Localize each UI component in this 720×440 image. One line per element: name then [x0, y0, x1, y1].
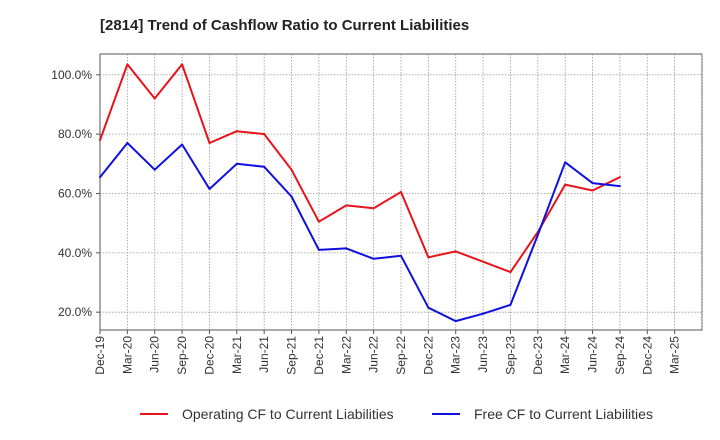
x-tick-label: Dec-24	[640, 336, 654, 375]
data-point	[427, 306, 430, 309]
y-tick-label: 100.0%	[51, 68, 92, 82]
data-point	[263, 133, 266, 136]
y-tick-label: 40.0%	[58, 246, 92, 260]
data-point	[181, 63, 184, 66]
legend-label-1: Operating CF to Current Liabilities	[182, 406, 394, 422]
data-point	[454, 250, 457, 253]
data-point	[427, 256, 430, 259]
data-point	[317, 248, 320, 251]
data-point	[126, 142, 129, 145]
series-line-2	[99, 142, 621, 323]
data-point	[482, 312, 485, 315]
data-point	[509, 271, 512, 274]
data-point	[400, 254, 402, 257]
data-point	[482, 260, 485, 263]
x-tick-label: Jun-22	[367, 336, 381, 373]
x-tick-label: Sep-22	[394, 336, 408, 375]
x-tick-label: Dec-21	[312, 336, 326, 375]
data-point	[345, 247, 348, 250]
data-point	[400, 191, 402, 193]
x-tick-label: Jun-23	[476, 336, 490, 373]
x-tick-label: Jun-21	[257, 336, 271, 373]
data-point	[208, 188, 211, 191]
data-point	[591, 189, 594, 192]
x-tick-label: Mar-21	[230, 336, 244, 374]
x-tick-label: Jun-24	[586, 336, 600, 373]
data-point	[618, 185, 621, 188]
data-point	[317, 220, 320, 223]
grid	[100, 54, 703, 330]
series-line-1	[99, 63, 621, 274]
data-point	[454, 320, 457, 323]
x-tick-label: Mar-20	[120, 336, 134, 374]
data-point	[235, 130, 238, 133]
data-point	[153, 168, 156, 171]
data-point	[263, 165, 266, 168]
x-tick-label: Sep-20	[175, 336, 189, 375]
x-tick-label: Dec-22	[421, 336, 435, 375]
x-tick-label: Mar-22	[339, 336, 353, 374]
y-tick-label: 60.0%	[58, 186, 92, 200]
data-point	[509, 303, 512, 306]
data-point	[564, 161, 567, 164]
data-point	[153, 97, 156, 100]
y-tick-label: 80.0%	[58, 127, 92, 141]
data-point	[372, 207, 375, 210]
data-point	[618, 176, 621, 179]
x-tick-label: Mar-24	[558, 336, 572, 374]
data-point	[591, 182, 594, 185]
series-lines	[99, 63, 621, 323]
legend: Operating CF to Current Liabilities Free …	[140, 406, 653, 422]
x-tick-label: Dec-23	[531, 336, 545, 375]
legend-label-2: Free CF to Current Liabilities	[474, 406, 653, 422]
x-tick-label: Jun-20	[148, 336, 162, 373]
data-point	[290, 168, 293, 171]
data-point	[126, 63, 129, 66]
x-tick-label: Sep-24	[613, 336, 627, 375]
x-tick-label: Sep-21	[285, 336, 299, 375]
data-point	[564, 183, 567, 186]
y-axis: 20.0% 40.0% 60.0% 80.0% 100.0%	[51, 68, 100, 319]
data-point	[372, 257, 375, 260]
x-tick-label: Sep-23	[503, 336, 517, 375]
x-tick-label: Mar-25	[668, 336, 682, 374]
x-tick-label: Mar-23	[449, 336, 463, 374]
data-point	[235, 162, 238, 165]
x-tick-label: Dec-19	[93, 336, 107, 375]
x-axis: Dec-19 Mar-20 Jun-20 Sep-20 Dec-20 Mar-21 Jun-…	[93, 330, 682, 375]
data-point	[99, 139, 101, 142]
data-point	[345, 204, 348, 207]
x-tick-label: Dec-20	[202, 336, 216, 375]
data-point	[99, 176, 101, 179]
data-point	[290, 195, 293, 198]
chart-title: [2814] Trend of Cashflow Ratio to Curren…	[100, 17, 469, 34]
y-tick-label: 20.0%	[58, 305, 92, 319]
data-point	[208, 142, 211, 145]
data-point	[536, 234, 539, 237]
data-point	[181, 143, 184, 146]
